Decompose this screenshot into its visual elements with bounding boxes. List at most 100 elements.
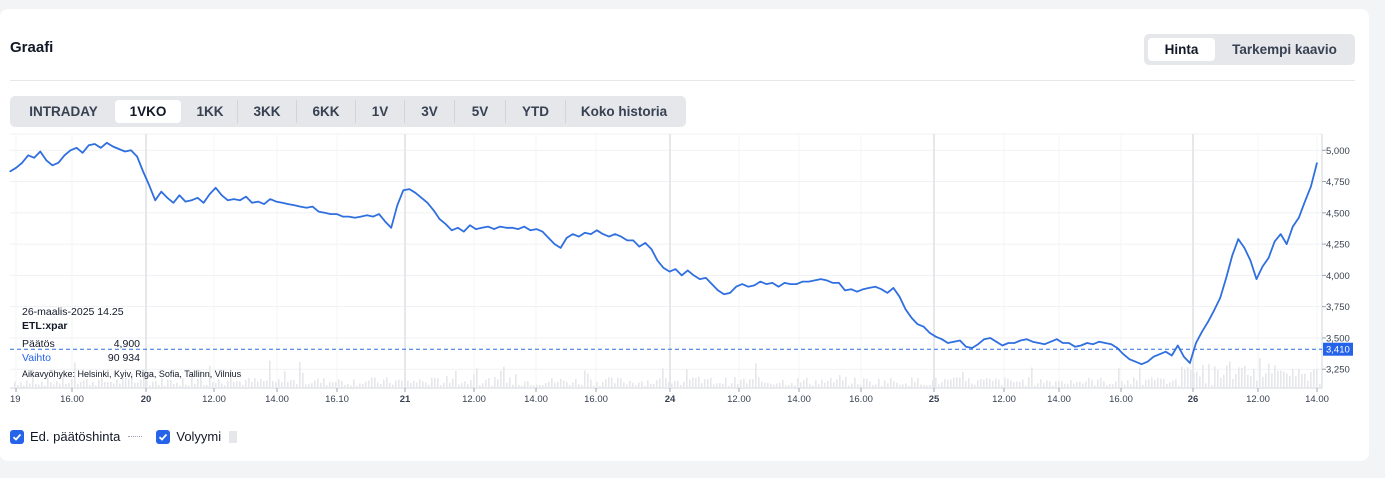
tab-tarkempi-kaavio[interactable]: Tarkempi kaavio	[1232, 42, 1337, 57]
volume-bar	[521, 385, 523, 388]
volume-bar	[749, 379, 751, 388]
volume-bar	[536, 384, 538, 388]
volume-bar	[122, 378, 124, 388]
range-koko-historia[interactable]: Koko historia	[580, 104, 668, 119]
volume-checkbox[interactable]	[156, 429, 171, 444]
volume-bar	[200, 370, 202, 388]
price-point	[759, 281, 761, 283]
x-tick-label: 14.00	[524, 394, 548, 405]
tooltip-timezone: Aikavyöhyke: Helsinki, Kyiv, Riga, Sofia…	[22, 369, 242, 379]
volume-bar	[935, 377, 937, 388]
price-point	[88, 144, 90, 146]
price-point	[451, 229, 453, 231]
price-point	[983, 338, 985, 340]
price-point	[741, 283, 743, 285]
volume-bar	[851, 383, 853, 388]
price-point	[275, 201, 277, 203]
price-point	[1225, 277, 1227, 279]
volume-bar	[923, 385, 925, 388]
price-point	[311, 206, 314, 208]
volume-bar	[1214, 366, 1216, 388]
volume-bar	[917, 378, 919, 388]
volume-bar	[104, 382, 106, 388]
volume-bar	[443, 382, 445, 388]
price-point	[396, 204, 398, 206]
prev-close-checkbox[interactable]	[10, 429, 24, 444]
volume-bar	[662, 368, 664, 388]
tooltip-close-value: 4,900	[113, 338, 140, 350]
price-point	[777, 286, 780, 288]
volume-bar	[464, 381, 466, 388]
volume-bar	[689, 379, 691, 388]
volume-legend-label[interactable]: Volyymi	[176, 429, 222, 444]
price-point	[215, 187, 217, 189]
price-chart[interactable]: 3,410 5,000 4,750 4,500 4,250 4,000 3,750 3,50…	[0, 126, 1385, 406]
volume-bar	[878, 378, 880, 388]
prev-close-legend-label[interactable]: Ed. päätöshinta	[30, 429, 121, 444]
price-point	[94, 143, 96, 145]
tab-hinta[interactable]: Hinta	[1148, 38, 1215, 61]
range-3kk[interactable]: 3KK	[253, 104, 281, 119]
volume-bar	[1067, 383, 1069, 388]
price-point	[457, 227, 459, 229]
price-point	[1304, 201, 1306, 203]
volume-bar	[140, 379, 142, 388]
volume-bar	[1286, 373, 1288, 388]
volume-bar	[89, 384, 91, 388]
range-1v[interactable]: 1V	[371, 104, 389, 119]
volume-bar	[842, 380, 844, 388]
x-tick-label: 21	[400, 394, 411, 405]
volume-bar	[1292, 369, 1294, 388]
volume-bar	[668, 381, 670, 388]
range-ytd[interactable]: YTD	[522, 104, 549, 119]
range-intraday[interactable]: INTRADAY	[29, 104, 98, 119]
range-1vko[interactable]: 1VKO	[115, 100, 181, 123]
price-point	[511, 227, 513, 229]
volume-bar	[563, 380, 565, 388]
volume-bar	[1043, 383, 1045, 388]
volume-bar	[950, 379, 952, 388]
chart-legend: Ed. päätöshinta Volyymi	[10, 428, 238, 445]
y-tick-label: 5,000	[1326, 146, 1350, 157]
volume-bar	[1262, 376, 1264, 388]
volume-bar	[710, 377, 712, 388]
volume-bar	[491, 385, 493, 388]
volume-bar	[458, 384, 460, 388]
volume-bar	[269, 360, 271, 388]
volume-bar	[902, 384, 904, 388]
price-point	[142, 170, 144, 173]
volume-bar	[1178, 385, 1180, 388]
volume-bar	[944, 379, 946, 388]
volume-bar	[1319, 383, 1321, 388]
volume-bar	[1028, 377, 1030, 388]
volume-bar	[1253, 368, 1255, 388]
price-point	[971, 347, 973, 349]
range-6kk[interactable]: 6KK	[312, 104, 340, 119]
price-point	[57, 162, 60, 164]
volume-bar	[1010, 380, 1012, 388]
volume-bar	[164, 385, 166, 388]
tooltip-volume-value: 90 934	[107, 352, 140, 364]
range-1kk[interactable]: 1KK	[196, 104, 224, 119]
x-tick-label: 14.00	[1305, 394, 1329, 405]
volume-bar	[212, 381, 214, 388]
range-3v[interactable]: 3V	[421, 104, 438, 119]
volume-bar	[1310, 371, 1312, 388]
y-tick-label: 4,500	[1326, 208, 1350, 219]
volume-bar	[770, 383, 772, 388]
volume-bar	[785, 385, 787, 388]
price-point	[681, 274, 683, 276]
price-point	[287, 203, 289, 205]
price-point	[1104, 342, 1106, 344]
price-point	[662, 267, 665, 269]
price-point	[1134, 361, 1137, 363]
volume-bar	[1001, 385, 1003, 388]
volume-bar	[1037, 383, 1039, 388]
volume-bar	[386, 377, 388, 388]
price-point	[9, 170, 11, 173]
volume-bar	[425, 382, 427, 388]
volume-bar	[1070, 380, 1072, 388]
volume-bar	[20, 382, 22, 388]
range-5v[interactable]: 5V	[471, 104, 489, 119]
volume-bar	[1220, 377, 1222, 388]
